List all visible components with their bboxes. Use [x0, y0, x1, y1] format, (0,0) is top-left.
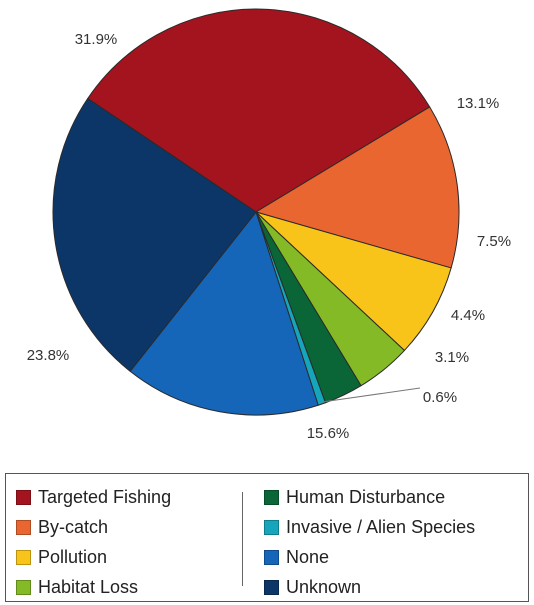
- pie-slice-by-catch: [255, 106, 460, 269]
- legend-label: Human Disturbance: [286, 486, 446, 507]
- legend-item-unknown: Unknown: [264, 575, 361, 599]
- legend-item-human-disturbance: Human Disturbance: [264, 485, 445, 509]
- legend-swatch: [16, 579, 31, 595]
- legend-divider: [242, 492, 243, 586]
- slice-label: 31.9%: [75, 31, 118, 48]
- legend-swatch: [264, 549, 279, 565]
- pie-chart: 31.9% 13.1% 7.5% 4.4% 3.1% 0.6% 15.6% 23.8%: [27, 8, 511, 442]
- legend: Targeted Fishing By-catch Pollution Habi…: [5, 473, 529, 602]
- legend-item-invasive-alien-species: Invasive / Alien Species: [264, 515, 475, 539]
- slice-label: 23.8%: [27, 347, 70, 364]
- pie-slice-targeted-fishing: [87, 8, 431, 213]
- legend-label: Habitat Loss: [38, 576, 139, 597]
- legend-label: Unknown: [286, 576, 362, 597]
- legend-item-targeted-fishing: Targeted Fishing: [16, 485, 171, 509]
- legend-label: Pollution: [38, 546, 108, 567]
- pie-slices: [52, 8, 460, 416]
- legend-swatch: [264, 519, 279, 535]
- pie-slice-unknown: [52, 97, 257, 372]
- legend-label: Targeted Fishing: [38, 486, 172, 507]
- pie-slice-none: [129, 211, 319, 416]
- legend-item-pollution: Pollution: [16, 545, 107, 569]
- legend-item-habitat-loss: Habitat Loss: [16, 575, 138, 599]
- leader-line: [321, 387, 421, 403]
- slice-label: 4.4%: [451, 307, 485, 324]
- legend-swatch: [16, 489, 31, 505]
- slice-label: 7.5%: [477, 233, 511, 250]
- legend-label: Invasive / Alien Species: [286, 516, 476, 537]
- legend-swatch: [264, 489, 279, 505]
- legend-label: By-catch: [38, 516, 109, 537]
- legend-item-by-catch: By-catch: [16, 515, 108, 539]
- leader-lines: [321, 387, 421, 403]
- legend-swatch: [264, 579, 279, 595]
- slice-label: 13.1%: [457, 95, 500, 112]
- slice-label: 3.1%: [435, 349, 469, 366]
- slice-label: 15.6%: [307, 425, 350, 442]
- slice-labels: 31.9% 13.1% 7.5% 4.4% 3.1% 0.6% 15.6% 23.8%: [27, 31, 511, 442]
- slice-label: 0.6%: [423, 389, 457, 406]
- legend-label: None: [286, 546, 330, 567]
- pie-slice-pollution: [255, 211, 452, 351]
- legend-item-none: None: [264, 545, 329, 569]
- legend-swatch: [16, 519, 31, 535]
- legend-swatch: [16, 549, 31, 565]
